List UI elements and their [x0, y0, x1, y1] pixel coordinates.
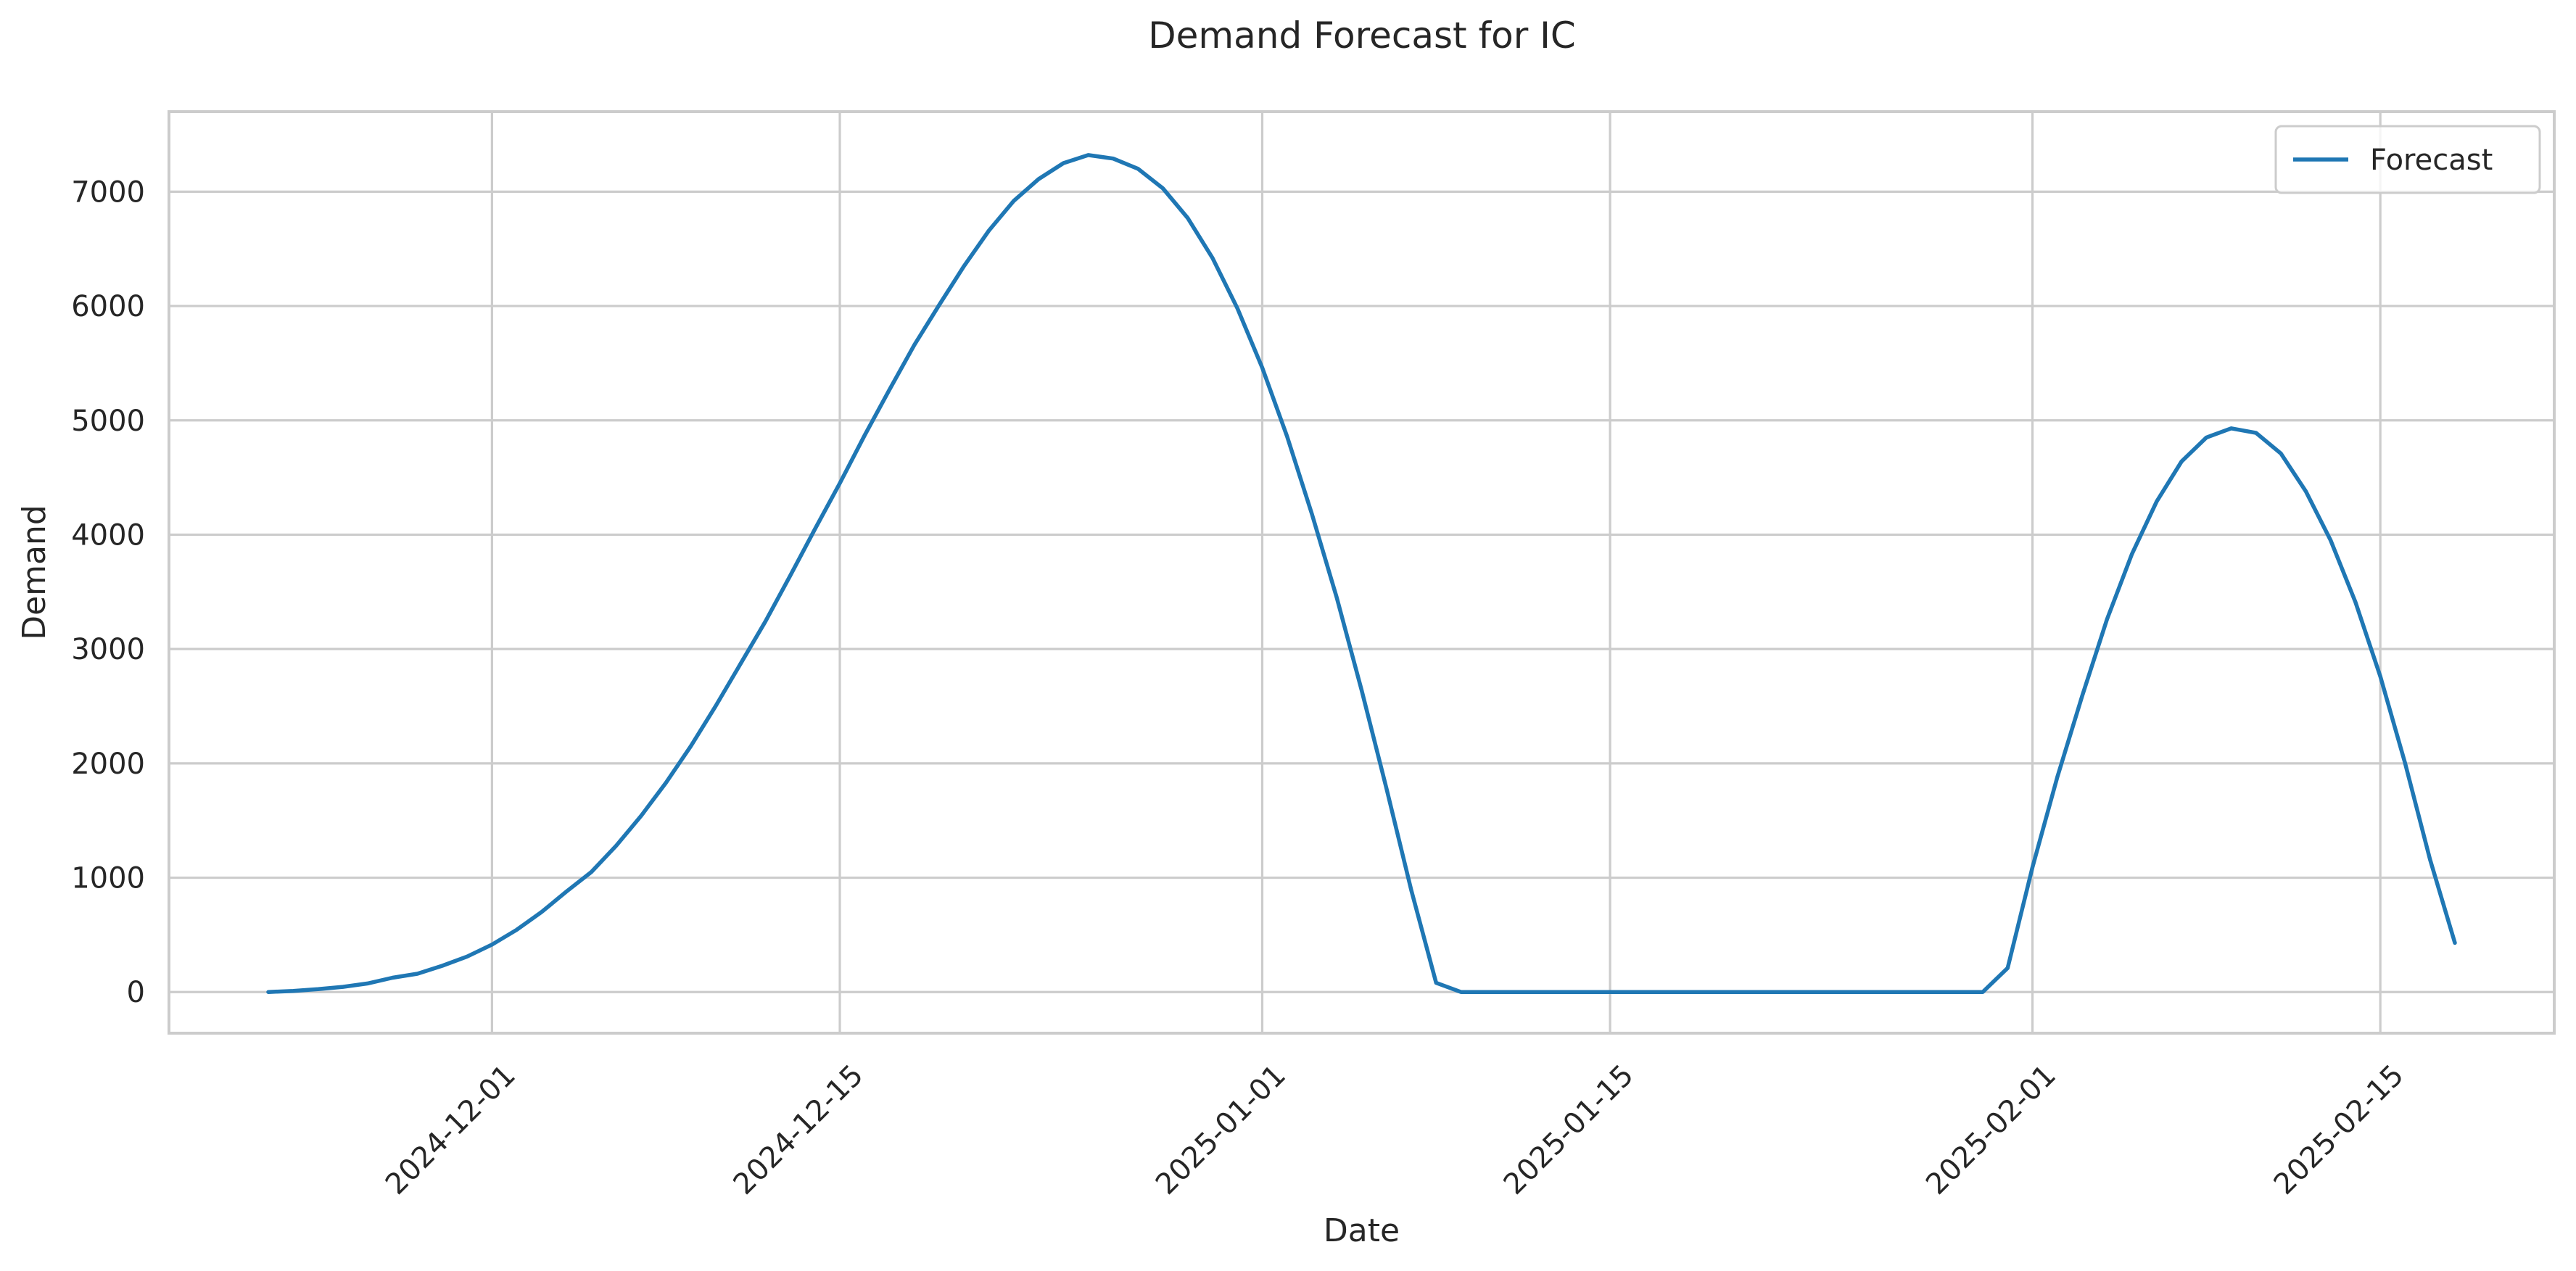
tick-labels: 0 1000 2000 3000 4000 5000 6000 7000 2024-12-01 2… [71, 175, 2410, 1201]
legend-label: Forecast [2370, 144, 2493, 177]
x-axis-label: Date [1324, 1212, 1400, 1249]
y-tick-label: 3000 [71, 633, 145, 666]
y-tick-label: 0 [127, 976, 145, 1009]
x-tick-label: 2025-01-15 [1498, 1059, 1640, 1201]
plot-frame [168, 110, 2556, 1035]
y-tick-label: 1000 [71, 862, 145, 895]
x-tick-label: 2024-12-01 [379, 1059, 522, 1201]
y-tick-label: 2000 [71, 748, 145, 781]
y-axis-label: Demand [16, 505, 53, 640]
legend-box [2274, 125, 2541, 194]
y-tick-label: 5000 [71, 405, 145, 438]
y-tick-label: 4000 [71, 518, 145, 552]
y-tick-label: 7000 [71, 175, 145, 209]
x-tick-label: 2025-01-01 [1149, 1059, 1292, 1201]
legend: Forecast [2274, 125, 2541, 194]
x-tick-label: 2025-02-15 [2268, 1059, 2411, 1201]
x-tick-label: 2024-12-15 [727, 1059, 870, 1201]
chart-title: Demand Forecast for IC [1148, 15, 1576, 57]
x-tick-label: 2025-02-01 [1920, 1059, 2063, 1201]
y-tick-label: 6000 [71, 290, 145, 323]
grid-lines [169, 112, 2554, 1033]
forecast-line [266, 153, 2457, 994]
series-lines [266, 153, 2457, 994]
